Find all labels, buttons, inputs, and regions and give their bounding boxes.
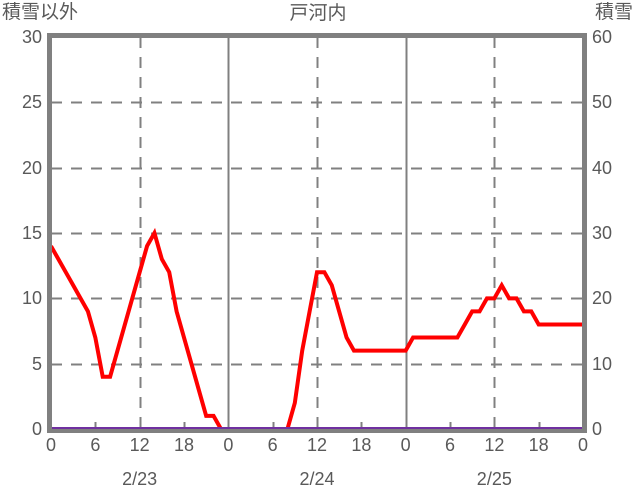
- x-axis-tick-label: 18: [528, 435, 549, 455]
- x-axis-tick-label: 12: [129, 435, 150, 455]
- right-axis-tick-label: 60: [592, 27, 613, 47]
- left-axis-tick-label: 25: [21, 92, 42, 113]
- day-label: 2/23: [122, 469, 158, 489]
- right-axis-tick-label: 0: [592, 419, 603, 439]
- left-axis-tick-label: 15: [21, 223, 42, 243]
- x-axis-tick-label: 0: [45, 435, 57, 455]
- x-axis-tick-label: 6: [90, 435, 101, 455]
- x-axis-tick-label: 0: [223, 435, 234, 455]
- axis-tick-marks: [51, 101, 583, 429]
- x-axis-tick-label: 0: [577, 435, 589, 455]
- x-axis-tick-label: 12: [484, 435, 505, 455]
- right-axis-tick-label: 10: [592, 353, 613, 374]
- right-axis-tick-label: 40: [592, 157, 613, 178]
- x-axis-tick-label: 0: [400, 435, 411, 455]
- chart-title: 戸河内: [289, 3, 347, 24]
- left-axis-title: 積雪以外: [2, 2, 79, 23]
- series-line-precipitation: [49, 227, 583, 431]
- left-axis-tick-label: 10: [21, 288, 42, 309]
- day-label: 2/24: [299, 469, 335, 489]
- right-axis-tick-label: 30: [592, 223, 613, 243]
- x-axis-tick-label: 6: [444, 435, 456, 455]
- left-axis-tick-label: 20: [21, 157, 42, 178]
- left-axis-tick-label: 5: [31, 353, 42, 374]
- right-axis-tick-label: 20: [592, 288, 613, 309]
- x-axis-tick-label: 6: [267, 435, 278, 455]
- day-label: 2/25: [476, 469, 512, 489]
- right-axis-title: 積雪: [594, 2, 633, 23]
- plot-frame: [47, 33, 587, 433]
- day-divider-lines: [139, 37, 496, 429]
- right-axis-tick-label: 50: [592, 92, 613, 113]
- left-axis-tick-label: 0: [31, 419, 42, 439]
- x-axis-tick-label: 18: [351, 435, 372, 455]
- x-axis-tick-label: 18: [173, 435, 195, 455]
- plot-frame-border: [47, 33, 587, 429]
- left-axis-tick-label: 30: [21, 27, 42, 47]
- x-axis-tick-label: 12: [306, 435, 328, 455]
